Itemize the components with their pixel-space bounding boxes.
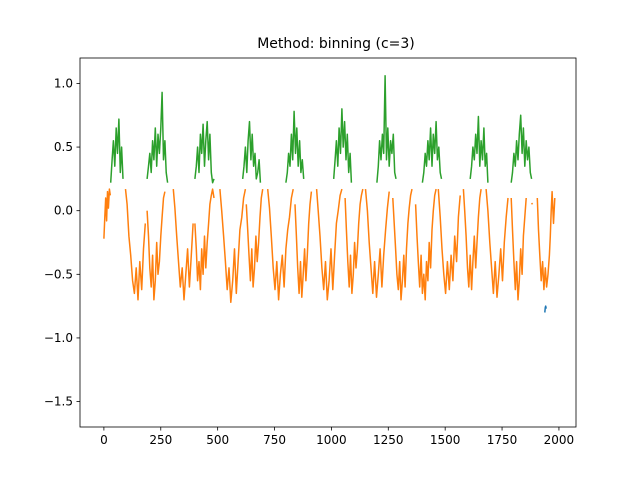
x-tick-label: 250 [149,433,172,447]
y-tick-label: −1.5 [44,395,73,409]
x-tick-label: 0 [100,433,108,447]
series-1-segment-19 [536,190,556,291]
y-tick-label: −0.5 [44,267,73,281]
x-tick-label: 1000 [316,433,347,447]
series-1-segment-11 [364,189,390,298]
series-1-segment-8 [294,191,313,298]
series-layer [103,75,556,313]
x-tick-label: 1750 [487,433,518,447]
series-2-segment-3 [241,120,262,183]
series-1-segment-1 [124,189,147,301]
series-2-segment-0 [109,118,124,183]
series-1-segment-3 [172,189,194,301]
y-tick-label: −1.0 [44,331,73,345]
series-1 [103,188,556,304]
series-1-segment-18 [530,202,534,205]
x-tick-label: 750 [263,433,286,447]
x-tick-label: 1500 [430,433,461,447]
series-1-segment-0 [103,188,112,239]
series-1-segment-7 [266,188,294,301]
axes-layer: 0 250 500 750 1000 1250 1500 1750 2000 −1.5 −1.0 −0… [44,57,577,447]
y-tick-label: 0.5 [54,140,73,154]
y-tick-label: 1.0 [54,76,73,90]
series-1-segment-5 [219,188,247,304]
series-0-segment-0 [544,305,547,313]
series-1-segment-4 [194,188,215,291]
series-2-segment-9 [510,114,533,183]
series-1-segment-15 [462,188,482,291]
series-2-segment-6 [376,75,397,183]
series-2-segment-8 [469,115,489,183]
series-2-segment-5 [332,108,353,183]
series-1-segment-12 [392,188,413,301]
series-1-segment-13 [414,188,437,301]
axes-frame [79,57,577,428]
series-2-segment-1 [146,91,169,183]
series-2-segment-4 [285,110,305,183]
series-1-segment-16 [485,189,509,298]
series-1-segment-9 [315,188,343,301]
series-2-segment-7 [421,120,443,183]
series-2-segment-2 [194,120,215,184]
chart-title: Method: binning (c=3) [257,36,415,52]
y-tick-label: 0.0 [54,204,73,218]
x-tick-label: 2000 [544,433,575,447]
series-1-segment-2 [146,191,166,301]
x-tick-label: 1250 [373,433,404,447]
series-1-segment-10 [344,188,364,295]
series-0 [544,305,547,313]
series-1-segment-17 [510,197,527,301]
series-1-segment-6 [245,188,264,288]
series-2 [109,75,533,184]
series-1-segment-14 [437,189,461,295]
x-tick-label: 500 [206,433,229,447]
